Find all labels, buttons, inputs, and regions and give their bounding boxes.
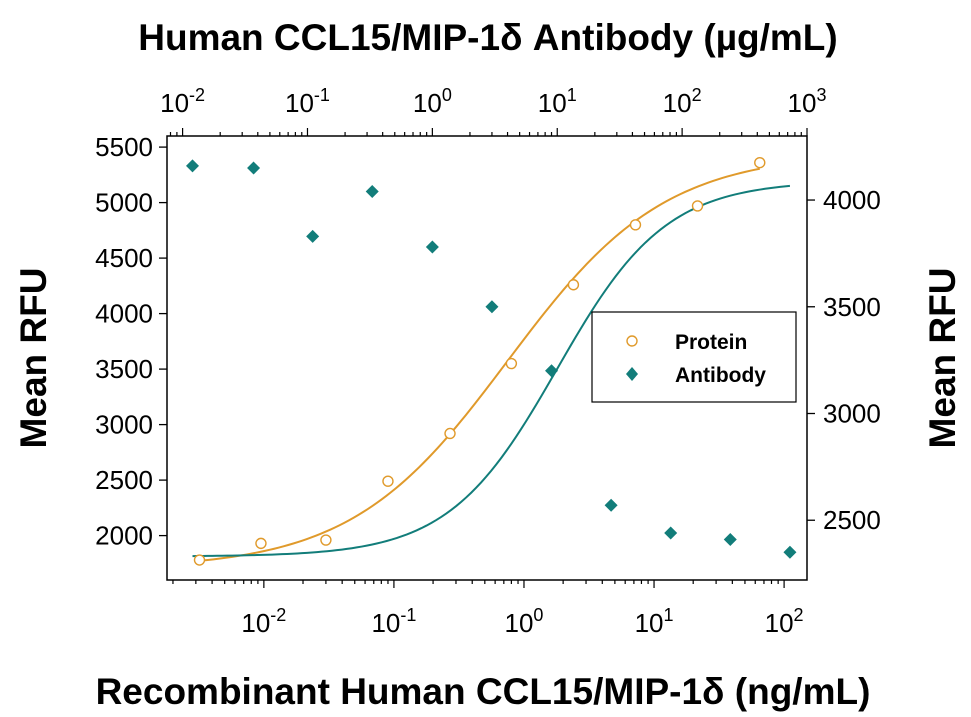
fit-curve-antibody (192, 184, 791, 558)
data-point-protein (754, 156, 766, 169)
legend-label-antibody: Antibody (675, 364, 766, 387)
data-point-antibody (485, 300, 499, 314)
legend: Protein Antibody (591, 311, 797, 403)
bottom-axis-tick-label: 102 (765, 605, 804, 638)
data-point-antibody (365, 185, 379, 198)
data-point-protein (505, 357, 518, 370)
left-axis-tick-label: 2000 (95, 521, 153, 551)
left-axis-tick-label: 4500 (95, 243, 153, 273)
data-point-protein (691, 200, 704, 212)
data-points-layer (185, 156, 797, 566)
right-axis-tick-label: 2500 (823, 505, 881, 535)
data-point-antibody (185, 159, 199, 173)
data-point-protein (629, 219, 642, 231)
left-axis-title: Mean RFU (13, 268, 54, 449)
top-axis-tick-label: 101 (538, 85, 577, 118)
right-axis-tick-label: 3000 (823, 399, 881, 429)
left-axis-tick-label: 3500 (95, 354, 153, 384)
data-point-protein (193, 554, 206, 566)
data-point-protein (255, 537, 267, 550)
data-point-antibody (723, 532, 737, 546)
bottom-axis-tick-label: 100 (505, 605, 544, 638)
data-point-protein (382, 475, 394, 487)
fit-curve-protein (199, 167, 760, 562)
left-axis-tick-label: 2500 (95, 465, 153, 495)
top-axis-tick-label: 103 (788, 85, 827, 118)
data-point-antibody (664, 526, 678, 540)
bottom-axis-tick-label: 101 (635, 605, 674, 638)
bottom-axis-tick-label: 10-1 (371, 605, 416, 638)
bottom-axis-title: Recombinant Human CCL15/MIP-1δ (ng/mL) (96, 671, 871, 712)
data-point-antibody (306, 229, 320, 243)
data-point-protein (444, 427, 456, 440)
data-point-antibody (604, 498, 618, 512)
top-axis-tick-label: 102 (663, 85, 702, 118)
data-point-protein (320, 534, 332, 546)
top-axis-tick-label: 10-1 (285, 85, 330, 118)
right-axis-tick-label: 4000 (823, 185, 881, 215)
left-axis-tick-label: 3000 (95, 410, 153, 440)
left-axis-tick-label: 5000 (95, 188, 153, 218)
left-axis-tick-label: 4000 (95, 299, 153, 329)
plot-frame (166, 135, 808, 581)
bottom-axis-tick-label: 10-2 (241, 605, 286, 638)
legend-label-protein: Protein (675, 331, 747, 354)
axes-layer: 2000 2500 3000 3500 4000 4500 5000 5500 2500 3000… (95, 85, 881, 638)
legend-marker-antibody (626, 367, 638, 381)
legend-marker-protein (626, 335, 638, 347)
data-point-protein (567, 279, 580, 291)
top-axis-tick-label: 10-2 (160, 85, 205, 118)
data-point-antibody (247, 161, 261, 175)
data-point-antibody (425, 240, 439, 254)
data-point-antibody (545, 364, 559, 378)
legend-box (591, 311, 797, 403)
data-point-antibody (783, 545, 797, 559)
right-axis-title: Mean RFU (922, 268, 963, 449)
top-axis-tick-label: 100 (413, 85, 452, 118)
top-axis-title: Human CCL15/MIP-1δ Antibody (µg/mL) (138, 17, 837, 58)
fit-curves-layer (192, 167, 791, 562)
right-axis-tick-label: 3500 (823, 292, 881, 322)
left-axis-tick-label: 5500 (95, 132, 153, 162)
